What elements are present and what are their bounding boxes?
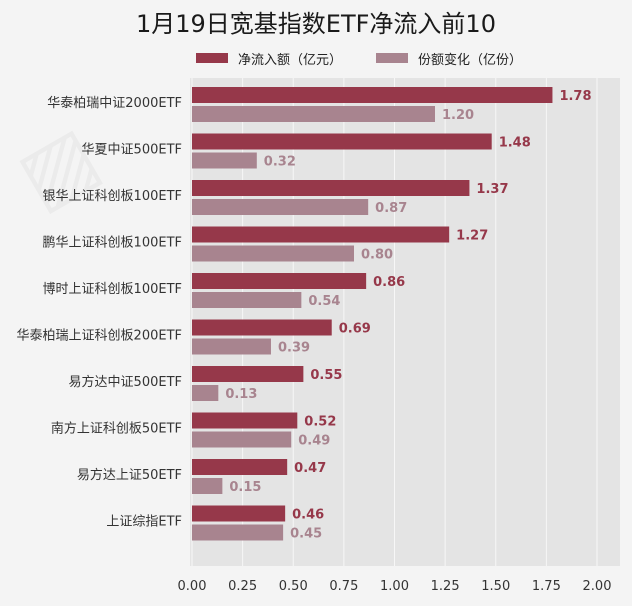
data-label-share-change: 0.87 (375, 201, 407, 216)
bar-share-change (192, 478, 223, 494)
chart-title: 1月19日宽基指数ETF净流入前10 (136, 10, 496, 38)
category-label: 银华上证科创板100ETF (43, 189, 182, 204)
x-tick-label: 2.00 (583, 579, 612, 594)
category-label: 华泰柏瑞中证2000ETF (47, 96, 182, 111)
bar-net-inflow (192, 459, 288, 475)
category-label: 华泰柏瑞上证科创板200ETF (17, 329, 182, 344)
bar-share-change (192, 152, 257, 169)
legend-item-share-change: 份额变化（亿份） (376, 49, 522, 68)
data-label-share-change: 0.49 (298, 434, 330, 449)
bar-share-change (192, 199, 369, 215)
bar-share-change (192, 106, 435, 122)
bar-net-inflow (192, 133, 492, 150)
bar-net-inflow (192, 273, 367, 289)
legend: 净流入额（亿元） 份额变化（亿份） (196, 48, 556, 68)
data-label-net-inflow: 0.86 (373, 275, 405, 290)
data-label-net-inflow: 1.78 (559, 89, 591, 104)
x-tick-label: 0.25 (228, 579, 257, 594)
data-label-share-change: 0.39 (278, 341, 310, 356)
bar-net-inflow (192, 226, 450, 243)
data-label-share-change: 0.45 (290, 527, 322, 542)
data-label-share-change: 0.13 (225, 387, 257, 402)
category-label: 南方上证科创板50ETF (51, 421, 182, 437)
data-label-net-inflow: 0.55 (310, 368, 342, 383)
bar-net-inflow (192, 180, 470, 196)
data-label-net-inflow: 0.69 (339, 322, 371, 337)
legend-label-net-inflow: 净流入额（亿元） (238, 52, 343, 68)
data-label-net-inflow: 1.37 (476, 182, 508, 197)
data-label-net-inflow: 1.27 (456, 229, 488, 244)
x-tick-label: 1.00 (380, 579, 409, 594)
bar-net-inflow (192, 505, 286, 522)
category-label: 鹏华上证科创板100ETF (43, 236, 182, 251)
bar-share-change (192, 431, 292, 448)
bar-net-inflow (192, 412, 298, 429)
x-tick-label: 0.50 (279, 579, 308, 594)
data-label-share-change: 0.80 (361, 248, 393, 263)
data-label-net-inflow: 0.52 (304, 415, 336, 430)
bar-net-inflow (192, 87, 553, 103)
bar-net-inflow (192, 366, 304, 382)
data-label-share-change: 0.32 (264, 155, 296, 170)
bar-share-change (192, 524, 284, 541)
data-label-net-inflow: 0.46 (292, 508, 324, 523)
bar-share-change (192, 385, 219, 401)
data-label-net-inflow: 0.47 (294, 461, 326, 476)
data-label-share-change: 0.54 (308, 294, 340, 309)
legend-swatch-share-change (376, 53, 409, 63)
data-label-share-change: 0.15 (229, 480, 261, 495)
bar-share-change (192, 245, 354, 262)
category-label: 易方达中证500ETF (69, 374, 182, 390)
category-label: 易方达上证50ETF (77, 467, 182, 483)
legend-label-share-change: 份额变化（亿份） (418, 52, 523, 68)
legend-swatch-net-inflow (196, 53, 228, 63)
legend-item-net-inflow: 净流入额（亿元） (196, 49, 342, 68)
category-label: 上证综指ETF (106, 515, 182, 530)
x-tick-label: 1.25 (431, 579, 460, 594)
data-label-share-change: 1.20 (442, 108, 474, 123)
category-label: 博时上证科创板100ETF (43, 282, 182, 297)
bar-share-change (192, 292, 302, 308)
x-tick-label: 0.00 (178, 579, 207, 594)
data-label-net-inflow: 1.48 (499, 136, 531, 151)
bar-net-inflow (192, 319, 332, 336)
x-tick-label: 1.50 (481, 579, 510, 594)
x-tick-label: 1.75 (532, 579, 561, 594)
category-label: 华夏中证500ETF (82, 143, 182, 158)
x-tick-label: 0.75 (329, 579, 358, 594)
bar-share-change (192, 338, 271, 355)
